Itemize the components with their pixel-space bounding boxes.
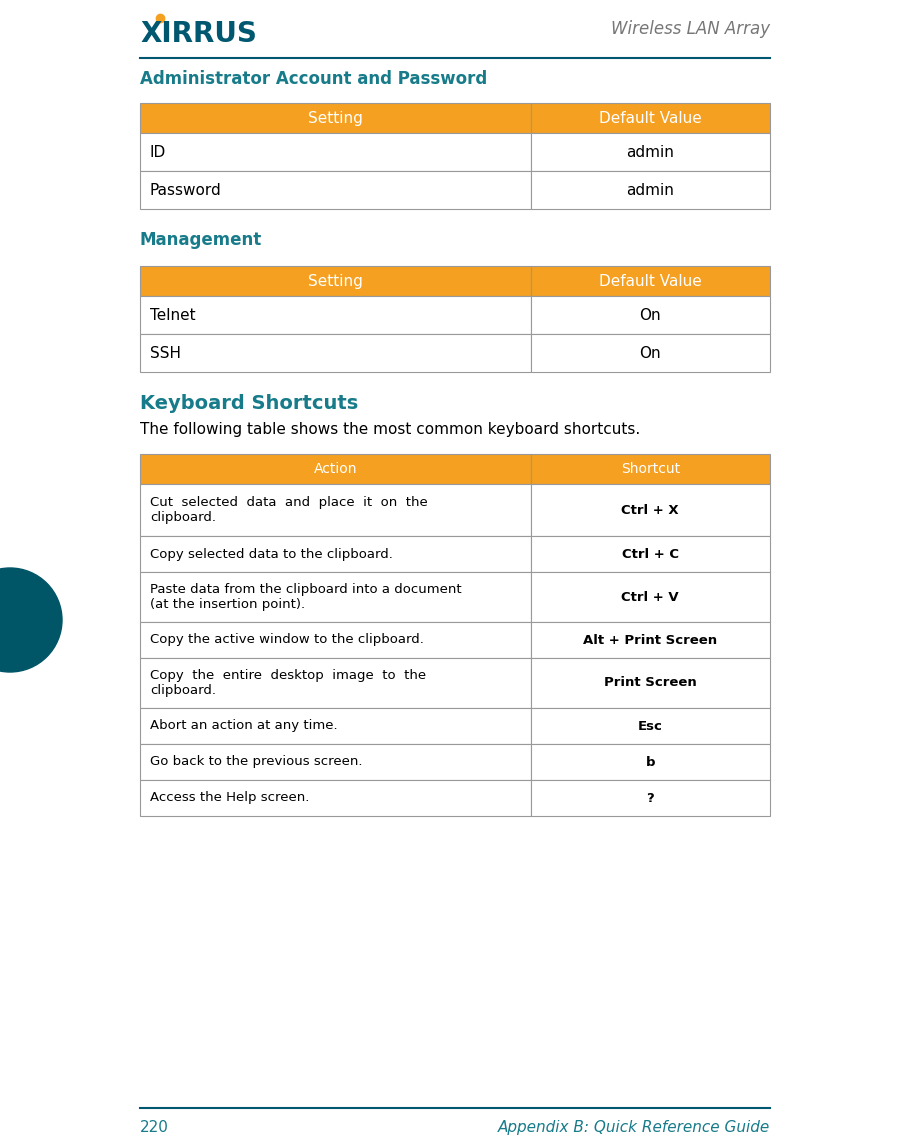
- Text: Administrator Account and Password: Administrator Account and Password: [140, 71, 487, 88]
- Text: SSH: SSH: [150, 346, 180, 361]
- Bar: [530, 171, 769, 209]
- Text: Setting: Setting: [308, 273, 363, 289]
- Text: On: On: [639, 346, 660, 361]
- Bar: [140, 266, 530, 296]
- Text: Ctrl + C: Ctrl + C: [621, 547, 678, 561]
- Text: Default Value: Default Value: [598, 110, 701, 125]
- Text: Access the Help screen.: Access the Help screen.: [150, 792, 309, 805]
- Bar: [530, 744, 769, 780]
- Text: ID: ID: [150, 145, 166, 159]
- Text: Print Screen: Print Screen: [603, 676, 696, 690]
- Bar: [140, 780, 530, 816]
- Text: Appendix B: Quick Reference Guide: Appendix B: Quick Reference Guide: [497, 1120, 769, 1135]
- Bar: [140, 622, 530, 658]
- Text: Default Value: Default Value: [598, 273, 701, 289]
- Text: Action: Action: [313, 462, 356, 476]
- Bar: [530, 454, 769, 484]
- Bar: [140, 296, 530, 333]
- Bar: [140, 484, 530, 536]
- Text: Esc: Esc: [637, 719, 662, 733]
- Text: ?: ?: [646, 792, 653, 805]
- Bar: [140, 744, 530, 780]
- Text: Password: Password: [150, 182, 222, 198]
- Text: Paste data from the clipboard into a document
(at the insertion point).: Paste data from the clipboard into a doc…: [150, 583, 461, 611]
- Bar: [140, 536, 530, 572]
- Text: admin: admin: [626, 145, 674, 159]
- Bar: [530, 133, 769, 171]
- Text: Abort an action at any time.: Abort an action at any time.: [150, 719, 337, 733]
- Text: Copy selected data to the clipboard.: Copy selected data to the clipboard.: [150, 547, 392, 561]
- Bar: [530, 296, 769, 333]
- Bar: [140, 572, 530, 622]
- Bar: [530, 572, 769, 622]
- Bar: [140, 333, 530, 372]
- Text: Telnet: Telnet: [150, 307, 196, 322]
- Bar: [530, 708, 769, 744]
- Text: Ctrl + X: Ctrl + X: [621, 503, 678, 517]
- Bar: [530, 484, 769, 536]
- Text: 220: 220: [140, 1120, 169, 1135]
- Text: XIRRUS: XIRRUS: [140, 20, 256, 48]
- Text: Alt + Print Screen: Alt + Print Screen: [583, 634, 716, 646]
- Bar: [140, 104, 530, 133]
- Bar: [530, 622, 769, 658]
- Text: On: On: [639, 307, 660, 322]
- Bar: [530, 266, 769, 296]
- Bar: [530, 536, 769, 572]
- Text: Cut  selected  data  and  place  it  on  the
clipboard.: Cut selected data and place it on the cl…: [150, 496, 428, 523]
- Text: Wireless LAN Array: Wireless LAN Array: [610, 20, 769, 38]
- Bar: [140, 708, 530, 744]
- Bar: [530, 658, 769, 708]
- Text: Copy  the  entire  desktop  image  to  the
clipboard.: Copy the entire desktop image to the cli…: [150, 669, 426, 696]
- Bar: [140, 454, 530, 484]
- Bar: [140, 171, 530, 209]
- Text: Ctrl + V: Ctrl + V: [621, 591, 678, 603]
- Text: Shortcut: Shortcut: [620, 462, 679, 476]
- Text: admin: admin: [626, 182, 674, 198]
- Text: Setting: Setting: [308, 110, 363, 125]
- Text: b: b: [645, 756, 654, 768]
- Bar: [530, 780, 769, 816]
- Text: Go back to the previous screen.: Go back to the previous screen.: [150, 756, 362, 768]
- Text: Copy the active window to the clipboard.: Copy the active window to the clipboard.: [150, 634, 423, 646]
- Bar: [140, 133, 530, 171]
- Bar: [530, 104, 769, 133]
- Text: Management: Management: [140, 231, 262, 249]
- Text: Keyboard Shortcuts: Keyboard Shortcuts: [140, 394, 358, 413]
- Text: The following table shows the most common keyboard shortcuts.: The following table shows the most commo…: [140, 422, 640, 437]
- Circle shape: [0, 568, 62, 673]
- Bar: [140, 658, 530, 708]
- Bar: [530, 333, 769, 372]
